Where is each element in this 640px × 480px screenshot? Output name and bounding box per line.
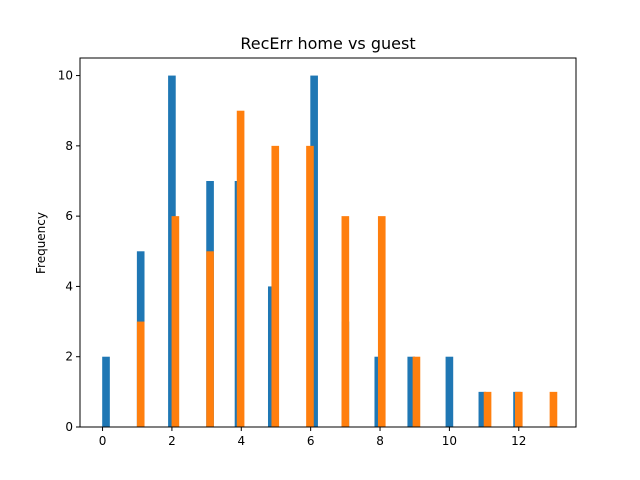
y-axis-label: Frequency [34,212,48,274]
bar-series2-8 [412,356,421,427]
bar-series1-9 [407,356,416,427]
bar-series1-0 [102,356,110,427]
y-tick-label-1: 2 [65,350,73,364]
chart-title: RecErr home vs guest [240,34,415,53]
y-tick-label-0: 0 [65,420,73,434]
x-tick-label-0: 0 [99,434,107,448]
x-tick-label-6: 12 [511,434,526,448]
x-tick-label-2: 4 [237,434,245,448]
bar-series2-9 [483,391,492,427]
bar-series1-6 [310,75,318,427]
bar-series2-2 [206,251,214,427]
bar-series2-10 [514,391,523,427]
bar-series2-1 [171,216,180,427]
bar-series2-7 [377,216,386,427]
x-tick-label-4: 8 [376,434,384,448]
bar-series2-0 [136,321,145,427]
plot-frame [79,57,577,428]
axes-group: 0 2 4 6 8 10 12 0 2 4 6 8 10 [58,69,527,448]
bar-series2-4 [271,145,280,428]
y-tick-label-3: 6 [65,209,73,223]
x-tick-label-3: 6 [307,434,315,448]
x-tick-label-1: 2 [168,434,176,448]
bars-group [102,75,558,428]
bar-series1-11 [478,391,487,427]
bar-series2-5 [306,145,314,428]
y-tick-label-2: 4 [65,279,73,293]
bar-series2-11 [549,391,558,427]
y-tick-label-5: 10 [58,69,73,83]
y-tick-label-4: 8 [65,139,73,153]
bar-series2-3 [236,110,245,428]
bar-series2-6 [341,216,350,427]
x-tick-label-5: 10 [442,434,457,448]
bar-series1-10 [445,356,454,427]
